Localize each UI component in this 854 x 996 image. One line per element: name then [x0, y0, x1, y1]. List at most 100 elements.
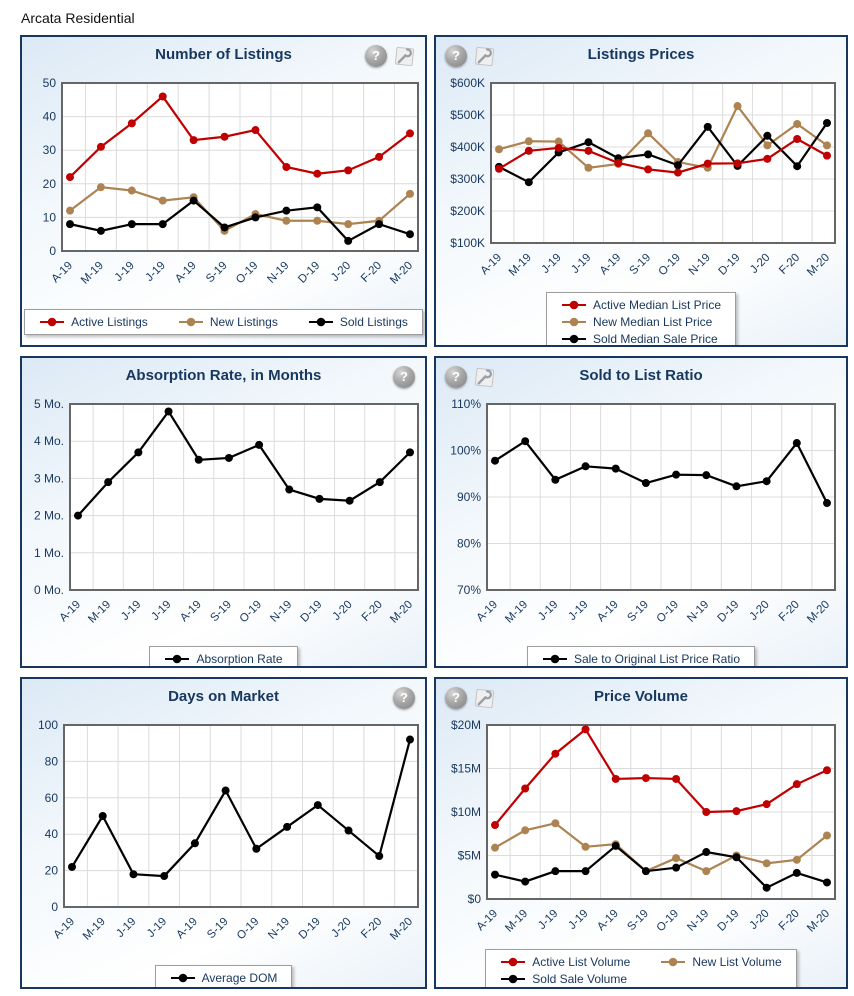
svg-text:40: 40: [44, 828, 58, 842]
legend-marker-icon: [170, 974, 195, 983]
help-icon[interactable]: ?: [393, 366, 415, 388]
svg-text:20: 20: [42, 177, 56, 191]
svg-text:J-20: J-20: [747, 599, 771, 623]
legend-label: Sale to Original List Price Ratio: [573, 652, 741, 667]
chart-title: Days on Market: [168, 688, 279, 705]
help-icon[interactable]: ?: [365, 45, 387, 67]
chart-legend: Active Listings New Listings Sold Listings: [24, 309, 423, 336]
y-axis-labels: $0 $5M $10M $15M $20M: [451, 719, 481, 906]
legend-marker-icon: [561, 318, 586, 327]
svg-text:$500K: $500K: [450, 108, 485, 122]
plot-border: [490, 82, 836, 245]
svg-text:F-20: F-20: [359, 916, 384, 941]
settings-wrench-icon[interactable]: [474, 688, 495, 709]
legend-row: Sold Median Sale Price: [561, 332, 721, 347]
y-axis-labels: 70% 80% 90% 100% 110%: [450, 398, 481, 597]
svg-text:A-19: A-19: [174, 916, 200, 942]
help-icon[interactable]: ?: [445, 687, 467, 709]
svg-text:$400K: $400K: [450, 140, 485, 154]
legend-marker-icon: [178, 318, 203, 327]
svg-text:D-19: D-19: [715, 908, 741, 934]
panel-sold-to-list-ratio: ? Sold to List Ratio 70% 80% 90% 100% 110% A-…: [434, 356, 848, 668]
legend-marker-icon: [165, 655, 190, 664]
svg-text:M-20: M-20: [388, 916, 415, 943]
help-icon[interactable]: ?: [445, 366, 467, 388]
settings-wrench-icon[interactable]: [394, 46, 415, 67]
svg-text:D-19: D-19: [296, 916, 322, 942]
svg-text:A-19: A-19: [178, 599, 204, 625]
svg-text:J-19: J-19: [144, 916, 168, 940]
settings-wrench-icon[interactable]: [474, 367, 495, 388]
svg-text:N-19: N-19: [266, 916, 292, 942]
gridlines: [487, 404, 835, 591]
svg-text:M-19: M-19: [79, 260, 106, 287]
svg-text:J-20: J-20: [748, 252, 772, 276]
svg-text:J-19: J-19: [149, 599, 173, 623]
help-icon[interactable]: ?: [393, 687, 415, 709]
x-axis-labels: A-19 M-19 J-19 J-19 A-19 S-19 O-19 N-19 D-19 J-20…: [51, 916, 415, 943]
svg-text:0 Mo.: 0 Mo.: [33, 583, 63, 597]
svg-text:O-19: O-19: [656, 252, 683, 279]
legend-label: Active Listings: [71, 315, 148, 330]
chart-title: Price Volume: [594, 688, 688, 705]
chart-title: Listings Prices: [587, 46, 695, 63]
chart-title: Sold to List Ratio: [579, 367, 703, 384]
svg-text:J-19: J-19: [536, 908, 560, 932]
legend-row: Sold Sale Volume: [500, 972, 781, 986]
svg-text:A-19: A-19: [51, 916, 77, 942]
chart-legend: Sale to Original List Price Ratio: [526, 646, 756, 666]
legend-marker-icon: [40, 318, 65, 327]
svg-text:70%: 70%: [457, 583, 481, 597]
svg-text:$0: $0: [468, 892, 482, 906]
svg-text:O-19: O-19: [234, 916, 261, 943]
svg-text:A-19: A-19: [595, 599, 621, 625]
svg-text:M-20: M-20: [388, 260, 415, 287]
series-sold-listings: [65, 197, 414, 246]
legend-label: New Median List Price: [592, 315, 713, 330]
legend-label: Average DOM: [201, 971, 278, 986]
svg-text:A-19: A-19: [57, 599, 83, 625]
legend-row: Sale to Original List Price Ratio: [542, 652, 740, 666]
legend-label: Absorption Rate: [196, 652, 283, 667]
legend-item-sale-to-original-list-price-ratio: Sale to Original List Price Ratio: [542, 652, 740, 666]
chart-title: Absorption Rate, in Months: [125, 367, 322, 384]
legend-row: Average DOM: [170, 971, 278, 986]
svg-text:2 Mo.: 2 Mo.: [33, 509, 63, 523]
svg-text:A-19: A-19: [478, 252, 504, 278]
help-icon[interactable]: ?: [445, 45, 467, 67]
svg-text:3 Mo.: 3 Mo.: [33, 472, 63, 486]
chart-legend: Active List Volume New List Volume Sold Sa…: [485, 949, 797, 987]
legend-row: Active Median List Price: [561, 298, 721, 312]
svg-text:90%: 90%: [457, 490, 481, 504]
svg-text:J-19: J-19: [112, 260, 136, 284]
series-sale-to-original-list-price-ratio: [491, 437, 831, 508]
series-active-list-volume: [491, 725, 831, 830]
svg-text:M-20: M-20: [805, 599, 832, 626]
svg-text:0: 0: [51, 900, 58, 914]
svg-text:D-19: D-19: [298, 599, 324, 625]
svg-text:N-19: N-19: [685, 908, 711, 934]
legend-item-absorption-rate: Absorption Rate: [164, 652, 283, 667]
legend-label: Sold Listings: [339, 315, 408, 330]
chart-legend: Active Median List Price New Median List …: [545, 292, 737, 347]
svg-text:A-19: A-19: [49, 260, 75, 286]
svg-text:N-19: N-19: [687, 252, 713, 278]
svg-text:O-19: O-19: [655, 599, 682, 626]
svg-text:M-20: M-20: [805, 908, 832, 935]
legend-row: Absorption Rate: [164, 652, 283, 667]
gridlines: [63, 725, 418, 908]
svg-text:100%: 100%: [450, 444, 481, 458]
svg-text:110%: 110%: [451, 398, 481, 411]
svg-text:30: 30: [42, 144, 56, 158]
svg-text:O-19: O-19: [237, 599, 264, 626]
svg-text:S-19: S-19: [205, 916, 231, 942]
svg-text:80: 80: [44, 755, 58, 769]
svg-text:D-19: D-19: [717, 252, 743, 278]
legend-label: Sold Median Sale Price: [592, 332, 718, 347]
svg-text:$100K: $100K: [450, 236, 485, 250]
svg-text:M-19: M-19: [503, 908, 530, 935]
legend-label: Active Median List Price: [592, 298, 722, 313]
settings-wrench-icon[interactable]: [474, 46, 495, 67]
panel-days-on-market: ? Days on Market 0 20 40 60 80 100 A-19 M-19 J-1…: [20, 677, 427, 989]
svg-text:S-19: S-19: [204, 260, 230, 286]
